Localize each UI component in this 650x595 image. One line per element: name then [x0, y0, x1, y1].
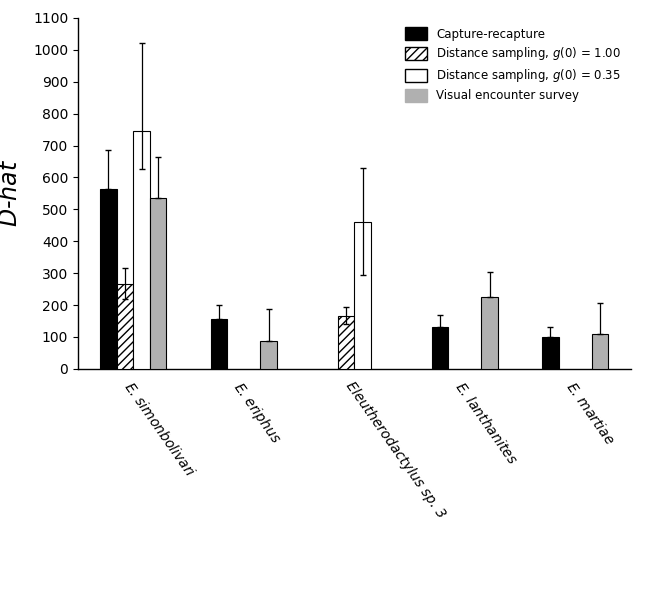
- Bar: [338, 317, 354, 369]
- Bar: [211, 320, 227, 369]
- Bar: [542, 337, 558, 369]
- Bar: [100, 189, 117, 369]
- Bar: [133, 131, 150, 369]
- Bar: [481, 297, 498, 369]
- Legend: Capture-recapture, Distance sampling, $g(0)$ = 1.00, Distance sampling, $g(0)$ =: Capture-recapture, Distance sampling, $g…: [402, 24, 625, 106]
- Bar: [150, 198, 166, 369]
- Bar: [592, 334, 608, 369]
- Bar: [354, 222, 370, 369]
- Bar: [432, 327, 448, 369]
- Bar: [261, 341, 277, 369]
- Y-axis label: $D$-hat: $D$-hat: [0, 159, 22, 227]
- Bar: [117, 284, 133, 369]
